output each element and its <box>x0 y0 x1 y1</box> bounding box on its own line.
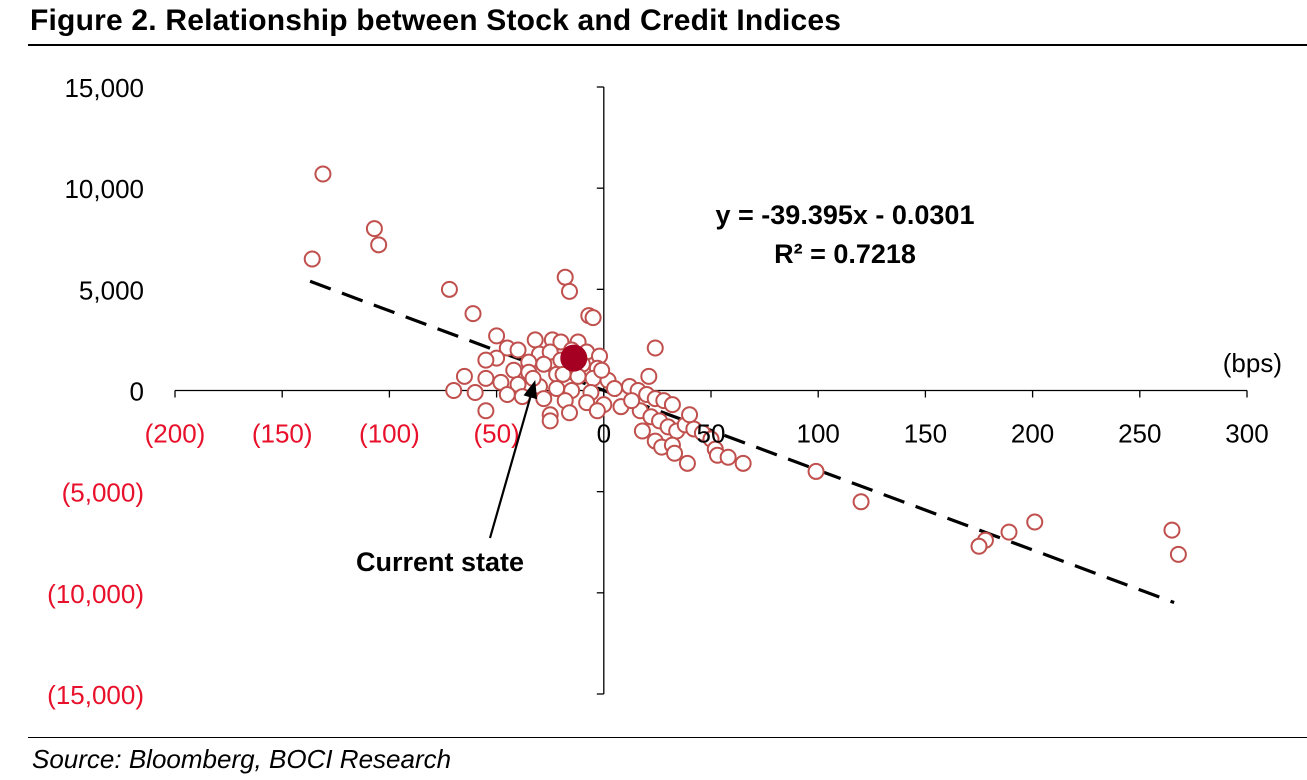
x-tick-label: 0 <box>597 419 611 449</box>
data-point <box>666 444 684 462</box>
data-point <box>640 367 658 385</box>
data-point <box>365 220 383 238</box>
data-point <box>678 454 696 472</box>
source-note: Source: Bloomberg, BOCI Research <box>32 744 452 774</box>
data-point <box>606 379 624 397</box>
data-point <box>488 327 506 345</box>
x-tick-label: 300 <box>1225 419 1268 449</box>
data-point <box>445 382 463 399</box>
data-point <box>477 351 495 369</box>
data-point <box>734 454 752 472</box>
source-rule <box>28 737 1307 738</box>
regression-equation: y = -39.395x - 0.0301 <box>716 200 975 230</box>
x-tick-label: 150 <box>904 419 947 449</box>
data-point <box>593 361 611 379</box>
scatter-chart: (200) (150) (100) (50) 0 50 100 150 200 250 300 15,… <box>47 73 1282 710</box>
data-point <box>535 355 553 373</box>
x-unit-label: (bps) <box>1223 348 1282 378</box>
x-tick-label: 50 <box>697 419 726 449</box>
x-tick-label: 100 <box>797 419 840 449</box>
data-point <box>681 406 699 424</box>
x-tick-label: (150) <box>252 419 313 449</box>
figure-title: Figure 2. Relationship between Stock and… <box>30 4 842 37</box>
y-tick-label: (10,000) <box>47 579 144 609</box>
data-point <box>556 268 574 286</box>
data-point <box>852 493 870 511</box>
data-point <box>505 361 523 379</box>
y-tick-label: (5,000) <box>62 478 144 508</box>
data-point <box>541 412 559 430</box>
x-tick-label: (50) <box>473 419 519 449</box>
data-point <box>807 462 825 480</box>
data-point <box>560 404 578 422</box>
data-point <box>584 309 602 327</box>
data-point <box>314 165 332 183</box>
data-point <box>464 305 482 323</box>
annotation-label: Current state <box>356 547 524 577</box>
x-tick-label: 250 <box>1118 419 1161 449</box>
data-point <box>498 386 516 404</box>
data-point <box>477 402 495 420</box>
trendline-layer <box>309 279 1175 605</box>
title-rule <box>28 44 1307 46</box>
data-point <box>663 396 681 414</box>
data-point <box>560 282 578 300</box>
data-point <box>633 422 651 440</box>
trendline <box>309 279 1175 605</box>
x-tick-label: (100) <box>359 419 420 449</box>
data-point <box>1000 523 1018 541</box>
x-tick-label: 200 <box>1011 419 1054 449</box>
data-point <box>466 384 484 402</box>
y-tick-label: (15,000) <box>47 680 144 710</box>
data-point <box>370 236 388 254</box>
data-point <box>719 448 737 466</box>
data-point <box>477 369 495 387</box>
chart-axes <box>174 86 1248 695</box>
y-tick-label: 10,000 <box>64 174 144 204</box>
data-point <box>303 250 321 268</box>
annotation-arrow-shaft <box>488 393 533 539</box>
r-squared: R² = 0.7218 <box>774 239 916 269</box>
chart-labels: (200) (150) (100) (50) 0 50 100 150 200 250 300 15,… <box>47 73 1282 710</box>
data-point <box>1163 521 1181 539</box>
data-point <box>455 367 473 385</box>
y-tick-label: 15,000 <box>64 73 144 103</box>
x-tick-label: (200) <box>145 419 206 449</box>
data-point <box>554 365 572 383</box>
data-point <box>970 537 988 555</box>
y-tick-label: 5,000 <box>79 275 144 305</box>
current-state-point <box>560 344 588 372</box>
data-points <box>303 165 1187 563</box>
data-point <box>509 341 527 359</box>
data-point <box>535 390 553 408</box>
data-point <box>1169 545 1187 563</box>
data-point <box>588 402 606 420</box>
data-point <box>526 331 544 349</box>
data-point <box>646 339 664 357</box>
data-point <box>623 392 641 410</box>
annotation-arrow-head <box>523 380 538 400</box>
y-tick-label: 0 <box>130 377 144 407</box>
data-point <box>1026 513 1044 531</box>
data-point <box>440 280 458 298</box>
